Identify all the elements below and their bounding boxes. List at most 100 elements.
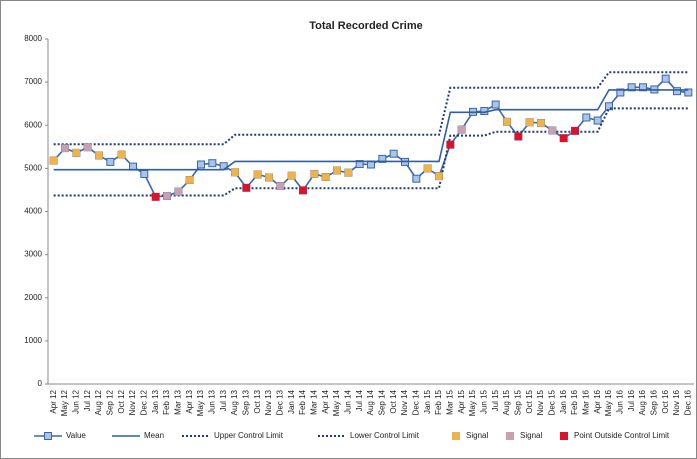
x-tick-label: Oct 14 xyxy=(389,389,398,413)
x-tick-label: Mar 16 xyxy=(581,389,590,414)
x-tick-label: Feb 14 xyxy=(298,389,307,414)
x-tick-label: Aug 12 xyxy=(94,389,103,415)
marker xyxy=(355,160,364,169)
x-tick-label: Nov 16 xyxy=(672,389,681,415)
x-tick-label: Oct 16 xyxy=(661,389,670,413)
y-tick-label: 3000 xyxy=(24,250,42,259)
legend-label: Upper Control Limit xyxy=(214,431,284,440)
marker xyxy=(287,171,296,180)
x-tick-label: Apr 13 xyxy=(185,389,194,413)
x-tick-label: Sep 13 xyxy=(241,389,250,415)
series-line xyxy=(53,89,689,171)
legend-label: Mean xyxy=(144,431,164,440)
x-tick-label: May 16 xyxy=(604,389,613,416)
legend-marker xyxy=(44,432,52,440)
x-tick-label: Feb 13 xyxy=(162,389,171,414)
marker xyxy=(639,83,647,92)
x-tick-label: Aug 16 xyxy=(638,389,647,415)
marker xyxy=(242,184,251,192)
marker xyxy=(299,186,307,195)
marker xyxy=(616,88,625,97)
x-tick-label: Jun 15 xyxy=(479,389,488,414)
legend-label: Point Outside Control Limit xyxy=(574,431,670,440)
marker xyxy=(661,74,670,83)
x-tick-label: Dec 13 xyxy=(275,389,284,415)
x-tick-label: Feb 16 xyxy=(570,389,579,414)
x-tick-label: Sep 12 xyxy=(105,389,114,415)
marker xyxy=(593,116,602,125)
legend-label: Signal xyxy=(520,431,542,440)
y-tick-label: 8000 xyxy=(24,34,42,43)
series-line xyxy=(53,71,689,146)
marker xyxy=(582,113,591,122)
marker xyxy=(446,140,455,149)
x-tick-label: Oct 15 xyxy=(525,389,534,413)
x-tick-label: Dec 12 xyxy=(139,389,148,415)
marker xyxy=(389,149,398,158)
marker xyxy=(163,192,171,200)
legend-label: Signal xyxy=(466,431,488,440)
marker xyxy=(491,100,500,109)
x-tick-label: Dec 16 xyxy=(683,389,692,415)
x-tick-label: Nov 15 xyxy=(536,389,545,415)
x-tick-label: Oct 13 xyxy=(253,389,262,413)
x-tick-label: Dec 14 xyxy=(411,389,420,415)
x-tick-label: Aug 14 xyxy=(366,389,375,415)
x-tick-label: Aug 15 xyxy=(502,389,511,415)
x-tick-label: Apr 14 xyxy=(321,389,330,413)
marker xyxy=(95,151,103,160)
legend-label: Lower Control Limit xyxy=(350,431,420,440)
marker xyxy=(61,144,69,152)
marker xyxy=(72,149,81,157)
y-tick-label: 0 xyxy=(38,379,43,388)
marker xyxy=(673,87,681,96)
marker xyxy=(627,83,636,92)
marker xyxy=(344,168,353,177)
y-tick-label: 5000 xyxy=(24,163,42,172)
marker xyxy=(83,143,92,151)
x-tick-label: Mar 13 xyxy=(173,389,182,414)
marker xyxy=(197,160,205,169)
marker xyxy=(525,118,534,126)
marker xyxy=(423,164,432,173)
marker xyxy=(321,173,330,181)
x-tick-label: Nov 14 xyxy=(400,389,409,415)
x-tick-label: Sep 16 xyxy=(649,389,658,415)
x-tick-label: Jan 16 xyxy=(559,389,568,414)
marker xyxy=(265,173,273,182)
x-tick-label: Jul 16 xyxy=(627,389,636,411)
y-tick-label: 7000 xyxy=(24,77,42,86)
y-tick-label: 4000 xyxy=(24,207,42,216)
marker xyxy=(185,176,194,184)
marker xyxy=(559,134,568,142)
x-tick-label: Jan 15 xyxy=(423,389,432,414)
x-tick-label: Jul 15 xyxy=(491,389,500,411)
x-tick-label: Jul 13 xyxy=(219,389,228,411)
x-tick-label: May 13 xyxy=(196,389,205,416)
marker xyxy=(435,172,443,180)
x-tick-label: Jul 12 xyxy=(83,389,92,411)
legend-marker xyxy=(506,432,514,440)
marker xyxy=(310,170,319,178)
x-tick-label: Mar 14 xyxy=(309,389,318,414)
x-tick-label: Jun 13 xyxy=(207,389,216,414)
legend-marker xyxy=(452,432,460,440)
x-tick-label: Jun 14 xyxy=(343,389,352,414)
marker xyxy=(117,150,126,159)
legend-label: Value xyxy=(66,431,86,440)
marker xyxy=(106,157,115,166)
y-tick-label: 6000 xyxy=(24,120,42,129)
marker xyxy=(253,170,262,179)
marker xyxy=(208,159,217,168)
x-tick-label: Apr 12 xyxy=(49,389,58,413)
x-tick-label: Feb 15 xyxy=(434,389,443,414)
chart-title: Total Recorded Crime xyxy=(309,20,423,32)
marker xyxy=(140,169,149,178)
marker xyxy=(457,125,466,134)
y-tick-label: 1000 xyxy=(24,336,42,345)
x-tick-label: Sep 14 xyxy=(377,389,386,415)
x-tick-label: Apr 16 xyxy=(593,389,602,413)
x-tick-label: Jun 16 xyxy=(615,389,624,414)
marker xyxy=(151,193,160,201)
